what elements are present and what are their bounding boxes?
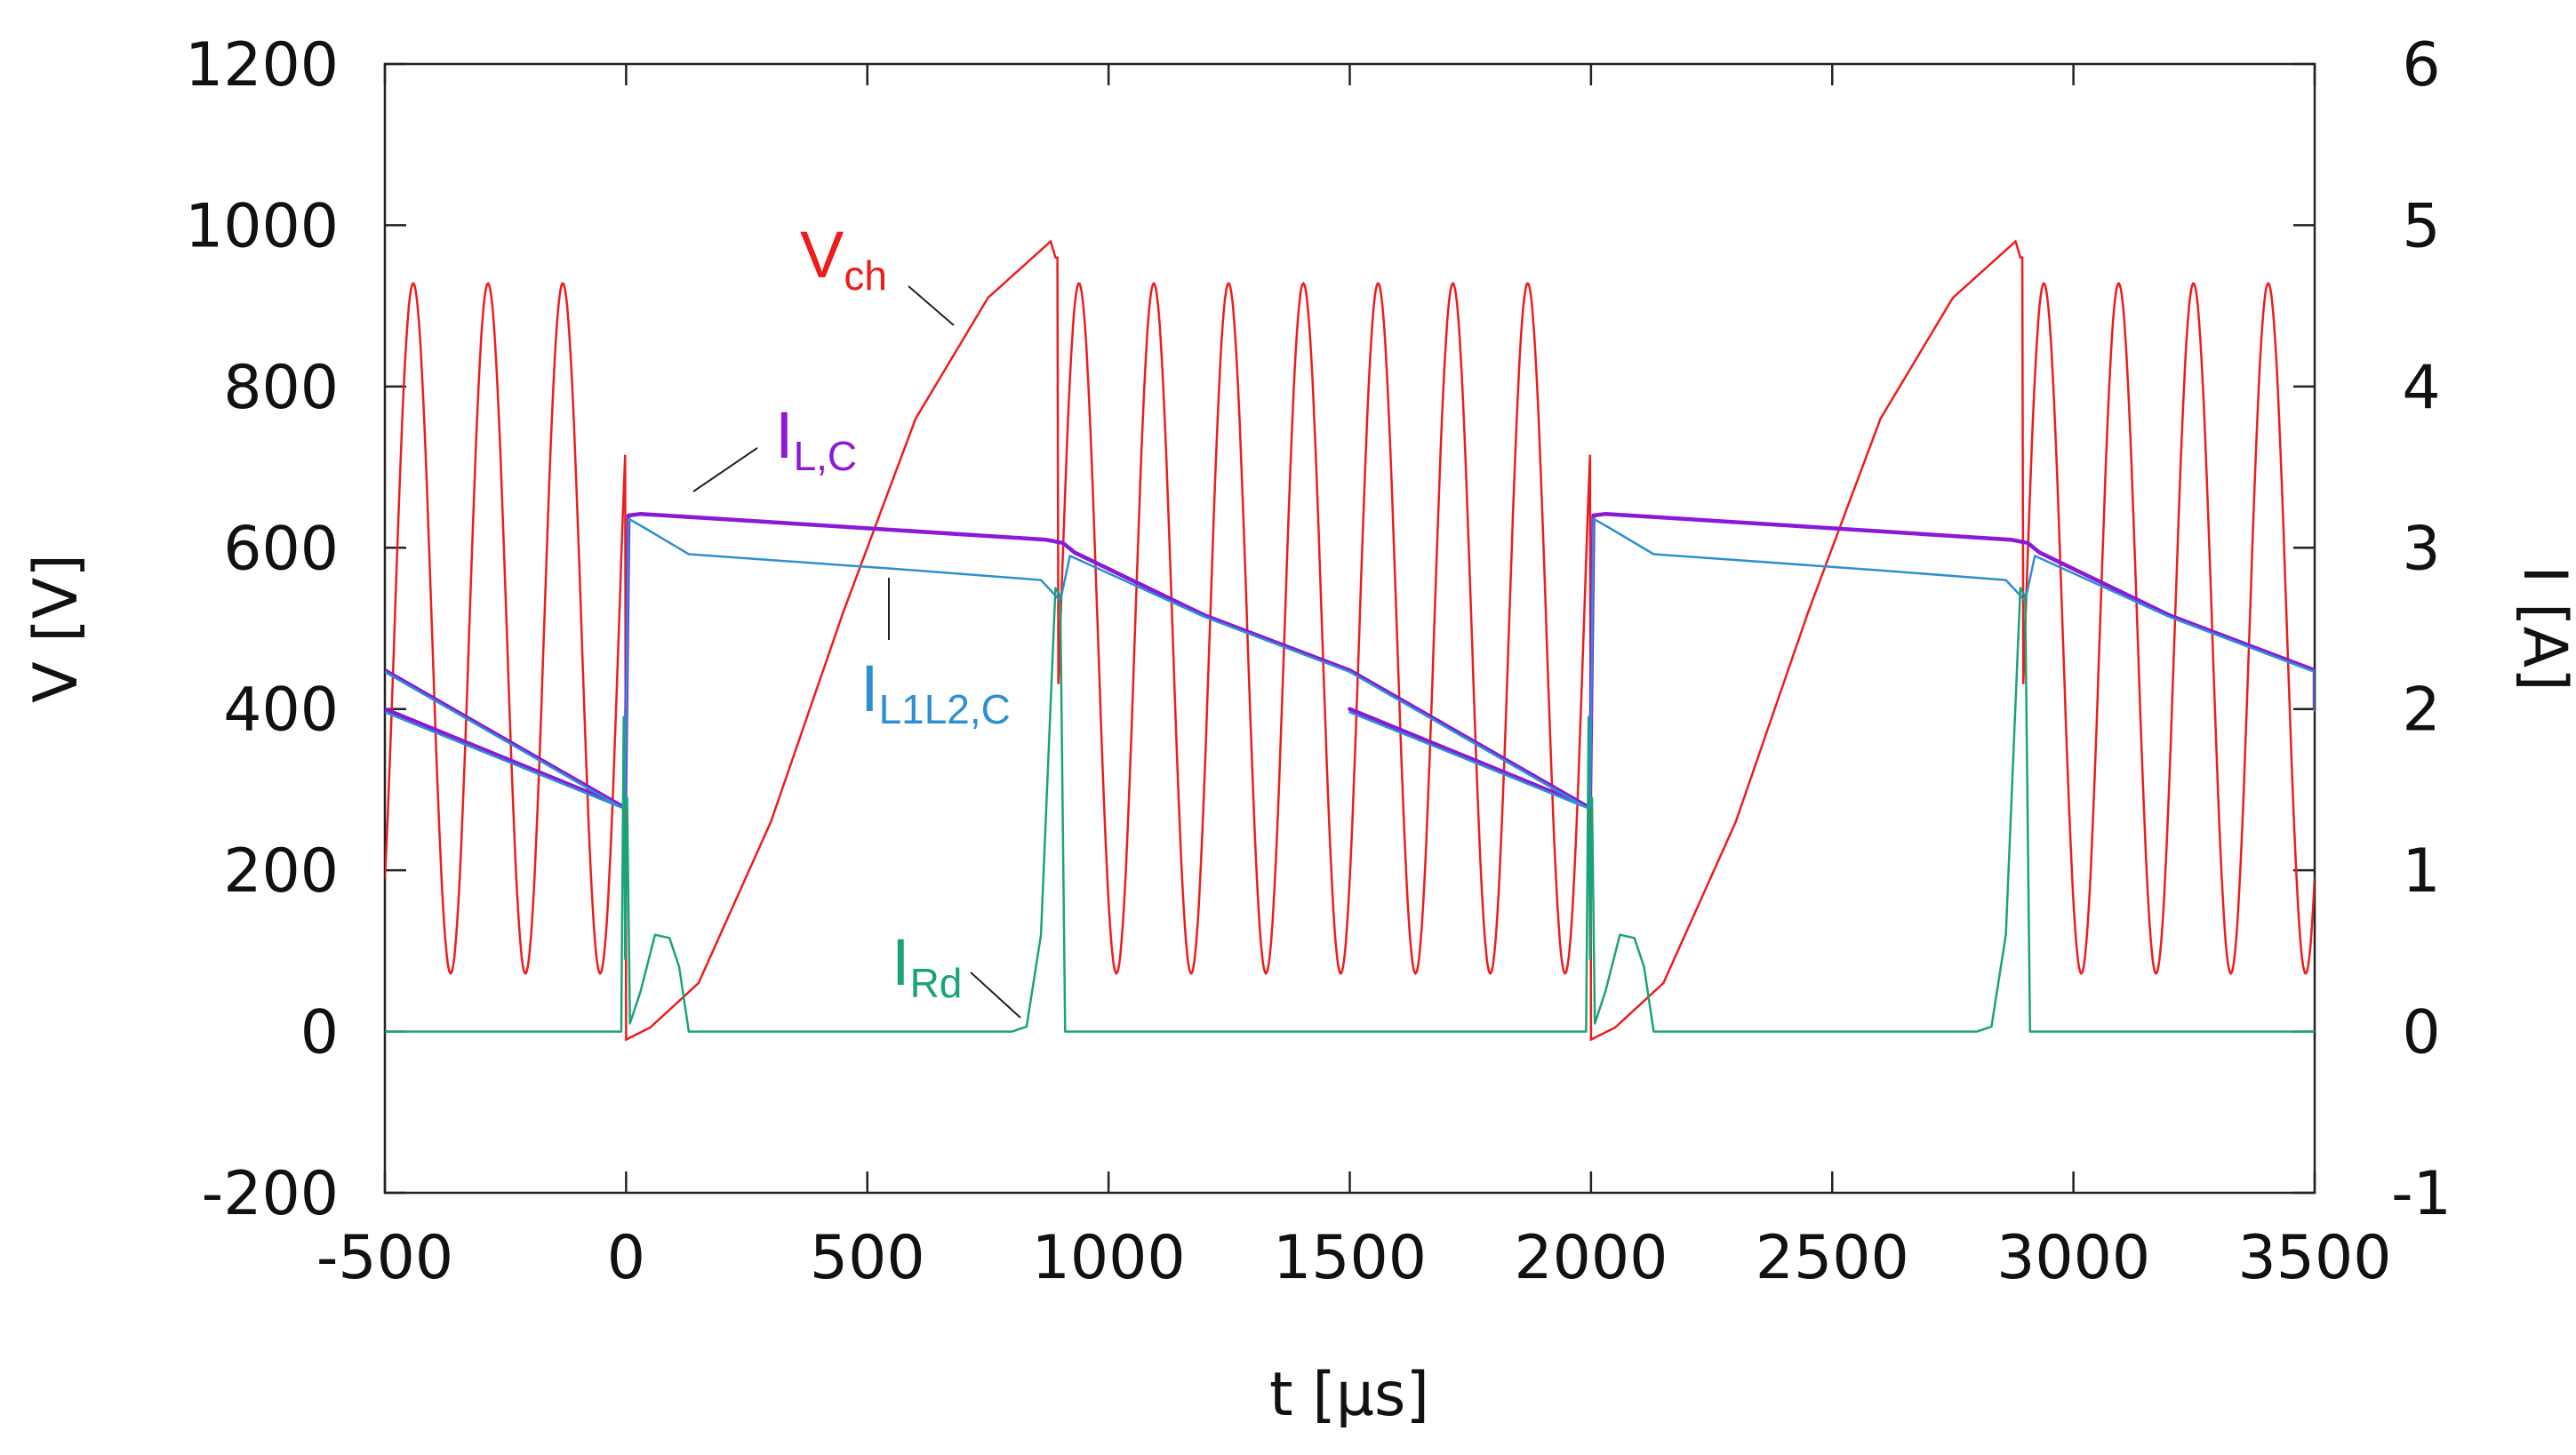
y-left-tick-label: -200 [202,1159,339,1229]
y-axis-right-title: I [A] [2509,565,2576,691]
x-tick-label: 3000 [1996,1223,2150,1293]
annotation-leader-line [692,447,758,492]
x-tick-label: 2500 [1756,1223,1909,1293]
series-group [385,239,2315,1042]
annotation-leader-line [970,971,1021,1019]
y-left-tick-label: 0 [300,998,339,1068]
y-right-tick-label: 1 [2402,836,2440,907]
y-right-tick-label: 0 [2402,998,2440,1068]
series-v-ch-line [385,239,2315,1042]
annotation-l-c: IL,C [775,398,857,479]
y-right-tick-label: 5 [2402,191,2440,261]
y-axis-left-title: V [V] [21,554,92,703]
annotation-ch: Vch [800,218,887,299]
x-tick-label: 3500 [2237,1223,2391,1293]
y-right-tick-label: 4 [2402,353,2440,423]
annotation-rd: IRd [892,925,962,1006]
y-left-tick-label: 1200 [185,30,339,100]
x-tick-label: 1000 [1032,1223,1186,1293]
y-left-tick-label: 1000 [185,191,339,261]
y-right-tick-label: -1 [2391,1159,2452,1229]
y-right-tick-label: 3 [2402,514,2440,584]
y-left-tick-label: 600 [223,514,339,584]
annotation-leader-line [908,285,955,326]
x-tick-label: 0 [607,1223,645,1293]
y-left-tick-label: 800 [223,353,339,423]
x-tick-label: -500 [316,1223,453,1293]
x-tick-label: 2000 [1514,1223,1668,1293]
annotations-group: Vch IL,C IL1L2,C IRd [692,218,1021,1019]
x-axis-title: t [µs] [1269,1360,1429,1430]
y-left-tick-label: 400 [223,676,339,746]
series-i-rd-line [385,587,2315,1033]
y-right-tick-label: 2 [2402,676,2440,746]
annotation-l1l2-c: IL1L2,C [860,652,1011,732]
y-right-tick-label: 6 [2402,30,2440,100]
ticks-group: -500 0 500 1000 1500 2000 2500 3000 3500-2000200… [185,30,2452,1293]
x-tick-label: 1500 [1273,1223,1427,1293]
x-tick-label: 500 [810,1223,925,1293]
y-left-tick-label: 200 [223,836,339,907]
